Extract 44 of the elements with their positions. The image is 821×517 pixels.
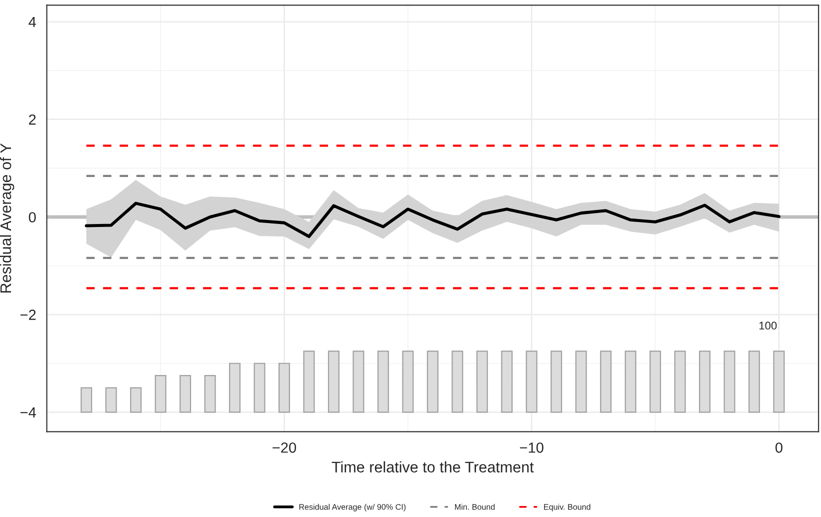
bar bbox=[278, 362, 290, 413]
bar bbox=[80, 387, 92, 413]
legend-label: Residual Average (w/ 90% CI) bbox=[299, 504, 406, 512]
bar bbox=[724, 350, 736, 413]
bar bbox=[624, 350, 636, 413]
bar bbox=[154, 375, 166, 413]
bar bbox=[575, 350, 587, 413]
annotation: 100 bbox=[759, 322, 777, 330]
x-axis-title: Time relative to the Treatment bbox=[332, 461, 534, 472]
bar bbox=[402, 350, 414, 413]
bar bbox=[254, 362, 266, 413]
bar bbox=[130, 387, 142, 413]
legend-label: Equiv. Bound bbox=[544, 504, 590, 512]
bar bbox=[352, 350, 364, 413]
bar bbox=[229, 362, 241, 413]
bar bbox=[204, 375, 216, 413]
bar bbox=[476, 350, 488, 413]
bar bbox=[748, 350, 760, 413]
bar bbox=[452, 350, 464, 413]
bar bbox=[303, 350, 315, 413]
y-tick-label: −2 bbox=[20, 310, 36, 320]
bar bbox=[674, 350, 686, 413]
bar bbox=[600, 350, 612, 413]
bar bbox=[550, 350, 562, 413]
y-tick-label: 4 bbox=[28, 17, 36, 28]
bar bbox=[773, 350, 785, 413]
bar bbox=[526, 350, 538, 413]
y-axis-title: Residual Average of Y bbox=[0, 143, 14, 292]
y-tick-label: 2 bbox=[29, 114, 36, 125]
y-tick-label: −4 bbox=[20, 407, 36, 418]
bar bbox=[426, 350, 438, 413]
y-tick-label: 0 bbox=[28, 212, 36, 222]
x-tick-label: −10 bbox=[520, 442, 544, 453]
line-series bbox=[84, 202, 780, 238]
bar bbox=[377, 350, 389, 413]
bar bbox=[328, 350, 340, 413]
bar bbox=[105, 387, 117, 413]
x-tick-label: 0 bbox=[775, 442, 782, 453]
legend-label: Min. Bound bbox=[455, 504, 495, 510]
bar bbox=[699, 350, 711, 413]
bar bbox=[650, 350, 662, 413]
bar bbox=[501, 350, 513, 413]
x-tick-label: −20 bbox=[272, 442, 296, 453]
bar bbox=[180, 375, 192, 413]
